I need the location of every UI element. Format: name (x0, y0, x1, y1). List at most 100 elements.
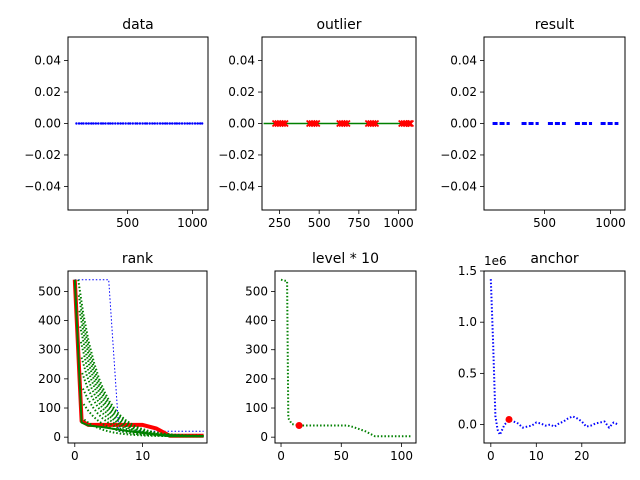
x-tick-label-1-3: 1000 (383, 216, 414, 230)
series-0-data-dot-26 (138, 122, 142, 125)
series-0-data-dot-33 (156, 122, 159, 125)
y-tick-label-1-1: −0.02 (218, 148, 255, 162)
series-0-data-dot-30 (148, 122, 151, 125)
series-1-outliers-marker-b-8 (313, 119, 321, 128)
y-tick-label-3-4: 400 (38, 314, 61, 328)
series-0-data-dot-7 (92, 122, 95, 125)
y-tick-label-0-3: 0.02 (34, 85, 61, 99)
series-0-data-dot-5 (87, 122, 90, 125)
series-1-outliers-marker-b-3 (279, 119, 287, 128)
subplot-0: 500 1000 −0.04 −0.02 0.00 0.02 0.04 data (24, 17, 209, 230)
series-0-data-dot-22 (129, 122, 132, 125)
series-0-data-dot-16 (114, 122, 117, 125)
series-4-point-point-0 (295, 422, 303, 430)
x-tick-label-5-0: 0 (487, 449, 495, 463)
y-tick-label-4-5: 500 (245, 284, 268, 298)
series-0-data-dot-28 (143, 122, 147, 125)
y-tick-label-5-2: 1.0 (458, 315, 477, 329)
axes-frame-4 (274, 270, 417, 444)
series-0-data-dot-15 (111, 122, 114, 125)
x-tick-label-3-1: 10 (135, 449, 150, 463)
y-tick-label-2-2: 0.00 (450, 117, 477, 131)
x-tick-label-1-2: 750 (347, 216, 370, 230)
x-tick-label-3-0: 0 (71, 449, 79, 463)
series-5-anchor-line (489, 279, 619, 436)
y-tick-label-4-1: 100 (245, 401, 268, 415)
series-0-data-dot-45 (186, 122, 189, 125)
y-tick-label-3-0: 0 (53, 430, 61, 444)
y-tick-label-1-2: 0.00 (228, 117, 255, 131)
series-3-green-dotted-curve-7 (81, 388, 204, 438)
x-tick-label-0-0: 500 (116, 216, 139, 230)
series-3-green-line (73, 279, 204, 438)
y-tick-label-3-3: 300 (38, 343, 61, 357)
series-0-data-dot-29 (145, 122, 149, 125)
y-tick-label-2-3: 0.02 (450, 85, 477, 99)
plot-area-5 (489, 279, 619, 436)
series-0-data-dot-34 (158, 122, 162, 125)
series-0-data-dot-40 (173, 122, 177, 125)
series-0-data-dot-31 (151, 122, 154, 125)
subplot-title-3: rank (122, 251, 154, 267)
offset-text-5: 1e6 (484, 254, 507, 268)
y-tick-label-2-4: 0.04 (450, 54, 477, 68)
series-0-data-dot-36 (164, 122, 167, 125)
y-tick-label-4-3: 300 (245, 343, 268, 357)
series-0-data-dot-18 (119, 122, 122, 125)
series-0-data-dot-8 (94, 122, 98, 125)
series-0-data-dot-19 (121, 122, 125, 125)
y-tick-label-0-4: 0.04 (34, 54, 61, 68)
series-0-data-dot-44 (183, 122, 186, 125)
series-0-data-dot-37 (165, 122, 169, 125)
series-0-data-dot-2 (80, 122, 83, 125)
plot-area-0 (75, 122, 204, 125)
subplot-title-1: outlier (316, 17, 361, 33)
subplot-title-2: result (535, 17, 575, 33)
series-0-data-dot-4 (84, 122, 88, 125)
series-4-level-line (280, 278, 412, 438)
subplot-title-5: anchor (530, 251, 579, 267)
y-tick-label-0-1: −0.02 (24, 148, 61, 162)
series-0-data-dot-41 (175, 122, 179, 125)
x-tick-label-0-1: 1000 (177, 216, 208, 230)
series-0-data-dot-47 (191, 122, 194, 125)
y-tick-label-5-0: 0.0 (458, 418, 477, 432)
y-tick-label-4-4: 400 (245, 314, 268, 328)
y-tick-label-0-0: −0.04 (24, 179, 61, 193)
axes-frame-3 (67, 270, 208, 444)
series-0-data-dot-39 (171, 122, 174, 125)
series-1-outliers-marker-b-16 (371, 119, 380, 128)
series-0-data-dot-35 (161, 122, 164, 125)
series-0-data-dot-42 (178, 122, 181, 125)
series-3-green-dotted-curve-6 (81, 372, 204, 438)
series-3-red-line (72, 279, 204, 438)
subplot-4: 0 50 100 0 100 200 300 400 500 level * 10 (245, 251, 417, 463)
y-tick-label-1-4: 0.04 (228, 54, 255, 68)
subplot-1: 250 500 750 1000 −0.04 −0.02 0.00 0.02 0.04 outli… (218, 17, 417, 230)
plot-area-3 (72, 279, 204, 438)
y-tick-label-2-0: −0.04 (440, 179, 477, 193)
series-0-data-dot-20 (124, 122, 127, 125)
series-1-outliers-marker-b-4 (281, 119, 289, 128)
series-0-data-dot-11 (101, 122, 105, 125)
series-1-outliers-marker-b-15 (369, 119, 377, 128)
series-0-data-dot-13 (106, 122, 110, 125)
series-0-data-dot-17 (116, 122, 120, 125)
series-0-data-dot-46 (188, 122, 192, 125)
series-0-data-dot-14 (108, 122, 112, 125)
series-0-data-dot-12 (104, 122, 107, 125)
x-tick-label-2-1: 1000 (595, 216, 626, 230)
series-1-outliers-marker-b-21 (406, 119, 415, 128)
series-0-data-dot-24 (134, 122, 137, 125)
series-0-data-dot-1 (77, 122, 81, 125)
y-tick-label-4-0: 0 (260, 430, 268, 444)
y-tick-label-3-2: 200 (38, 372, 61, 386)
subplot-title-4: level * 10 (312, 251, 379, 267)
x-tick-label-1-0: 250 (268, 216, 291, 230)
series-5-point-point-0 (505, 415, 513, 423)
y-tick-label-1-3: 0.02 (228, 85, 255, 99)
series-0-data-dot-51 (200, 122, 204, 125)
y-tick-label-4-2: 200 (245, 372, 268, 386)
plot-area-4 (280, 278, 412, 438)
